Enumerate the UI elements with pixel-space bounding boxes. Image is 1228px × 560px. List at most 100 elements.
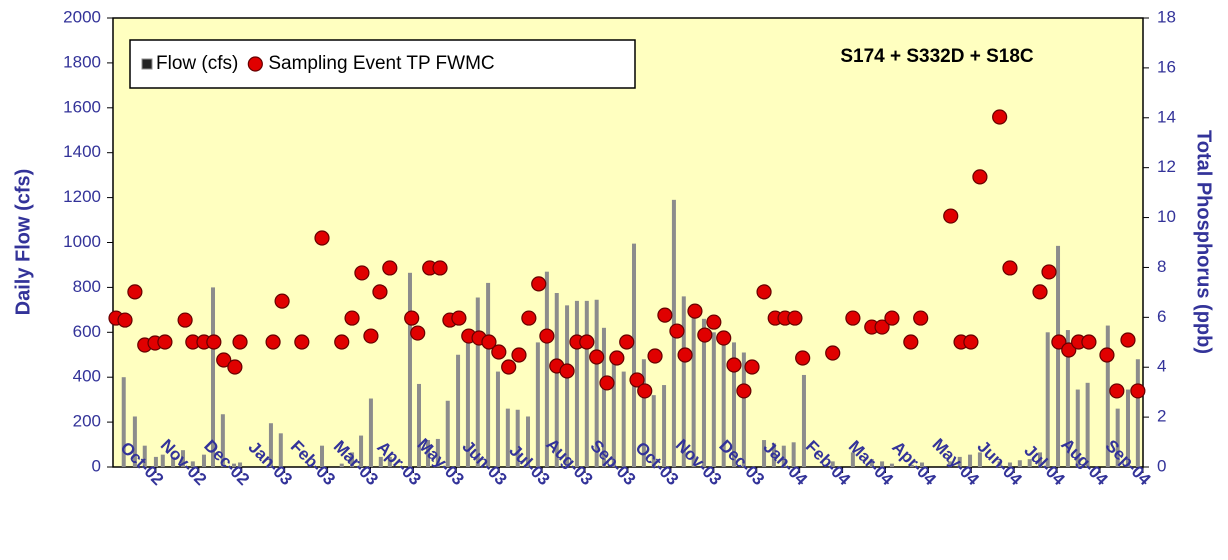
point — [432, 260, 448, 276]
bar — [339, 463, 344, 467]
bar — [711, 332, 716, 467]
bar — [180, 450, 185, 467]
y2-tick-label: 0 — [1157, 456, 1166, 475]
point — [756, 284, 772, 300]
y-tick-label: 2000 — [63, 7, 101, 26]
bar — [594, 299, 599, 467]
point — [825, 345, 841, 361]
point — [1032, 284, 1048, 300]
bar — [830, 461, 835, 467]
bar — [153, 456, 158, 467]
y2-tick-label: 10 — [1157, 207, 1176, 226]
point — [511, 347, 527, 363]
bar — [160, 454, 165, 467]
point — [344, 310, 360, 326]
point — [669, 323, 685, 339]
bar — [238, 462, 243, 467]
bar — [632, 243, 637, 467]
point — [274, 293, 290, 309]
bar — [741, 352, 746, 467]
bar — [869, 459, 874, 467]
legend-box — [129, 39, 636, 89]
point — [157, 334, 173, 350]
point — [629, 372, 645, 388]
point — [736, 383, 752, 399]
bar — [611, 363, 616, 467]
bar — [997, 461, 1002, 467]
bar — [574, 300, 579, 467]
bar — [526, 416, 531, 467]
bar — [232, 463, 237, 467]
y-axis-title: Daily Flow (cfs) — [12, 169, 34, 316]
bar — [681, 296, 686, 467]
y-tick-label: 0 — [92, 456, 101, 475]
point — [726, 357, 742, 373]
point — [232, 334, 248, 350]
bar — [368, 398, 373, 467]
bar — [1105, 325, 1110, 467]
bar — [426, 440, 431, 467]
bar — [732, 342, 737, 467]
bar — [515, 409, 520, 467]
bar — [601, 327, 606, 467]
bar — [1038, 452, 1042, 467]
bar — [721, 332, 726, 467]
bar — [1065, 330, 1070, 467]
point — [451, 310, 467, 326]
point — [903, 334, 919, 350]
bar — [554, 293, 559, 467]
point — [216, 352, 232, 368]
y-tick-label: 1200 — [63, 187, 101, 206]
bar — [762, 440, 767, 467]
point — [481, 334, 497, 350]
point — [972, 169, 988, 185]
point — [795, 350, 811, 366]
point — [1109, 383, 1125, 399]
point — [265, 334, 281, 350]
bar — [268, 423, 273, 467]
point — [127, 284, 143, 300]
point — [697, 327, 713, 343]
point — [943, 208, 959, 224]
point — [1061, 342, 1077, 358]
bar — [121, 377, 126, 467]
point — [521, 310, 537, 326]
point — [334, 334, 350, 350]
bar — [407, 272, 412, 467]
bar — [456, 354, 461, 467]
point — [579, 334, 595, 350]
point — [1002, 260, 1018, 276]
point — [531, 276, 547, 292]
point — [1130, 383, 1146, 399]
bar — [957, 456, 962, 467]
y-tick-label: 800 — [73, 277, 101, 296]
point — [609, 350, 625, 366]
y2-tick-label: 16 — [1157, 57, 1176, 76]
y-tick-label: 1400 — [63, 142, 101, 161]
bar — [641, 359, 646, 467]
bar — [1085, 382, 1090, 467]
point — [637, 383, 653, 399]
bar — [350, 452, 355, 467]
y2-tick-label: 4 — [1157, 357, 1166, 376]
point — [491, 344, 507, 360]
point — [294, 334, 310, 350]
point — [687, 303, 703, 319]
point — [559, 363, 575, 379]
y2-tick-label: 8 — [1157, 257, 1166, 276]
bar — [495, 371, 500, 467]
point — [404, 310, 420, 326]
bar — [947, 461, 952, 467]
point — [410, 325, 426, 341]
point — [372, 284, 388, 300]
point — [716, 330, 732, 346]
bar — [171, 456, 176, 467]
point — [589, 349, 605, 365]
bar — [889, 463, 894, 467]
point — [706, 314, 722, 330]
bar — [132, 416, 137, 467]
y-tick-label: 400 — [73, 367, 101, 386]
bar — [919, 462, 924, 467]
bar — [1056, 245, 1061, 467]
y-tick-label: 1600 — [63, 97, 101, 116]
